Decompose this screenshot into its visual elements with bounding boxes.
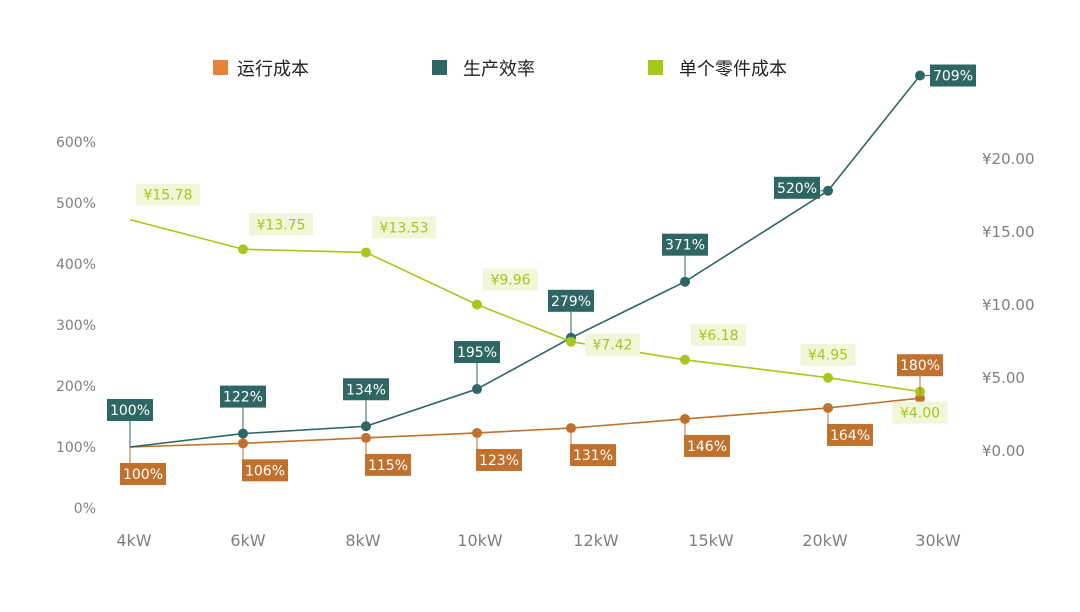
data-label-box xyxy=(136,183,200,206)
x-axis-tick-label: 20kW xyxy=(802,531,848,550)
data-label-box xyxy=(774,176,820,199)
right-axis-tick-label: ¥5.00 xyxy=(982,369,1025,387)
x-axis-tick-label: 12kW xyxy=(573,531,619,550)
x-axis-tick-label: 30kW xyxy=(915,531,961,550)
data-point xyxy=(680,354,690,365)
data-label: 131% xyxy=(573,448,613,464)
data-label: ¥7.42 xyxy=(592,338,632,354)
data-label: ¥6.18 xyxy=(698,328,738,344)
x-axis-tick-label: 4kW xyxy=(116,531,151,550)
data-label-box xyxy=(476,448,522,471)
data-label-box xyxy=(365,453,411,476)
data-label-box xyxy=(897,354,943,377)
data-label: ¥13.53 xyxy=(380,220,429,236)
data-label-box xyxy=(892,401,948,424)
left-axis-tick-label: 0% xyxy=(74,501,96,517)
data-label-box xyxy=(249,213,313,236)
data-label-box xyxy=(372,216,436,239)
series-line xyxy=(129,75,921,448)
x-axis-tick-label: 10kW xyxy=(457,531,503,550)
data-label-box xyxy=(548,289,594,312)
data-label-box xyxy=(120,463,166,485)
data-point xyxy=(472,299,482,310)
left-axis-tick-label: 300% xyxy=(56,318,96,334)
x-axis-tick-label: 6kW xyxy=(230,531,265,550)
legend-label: 单个零件成本 xyxy=(679,59,787,80)
data-label: 180% xyxy=(900,358,940,374)
data-label-box xyxy=(242,459,288,482)
data-label: 164% xyxy=(830,428,870,444)
left-axis-tick-label: 100% xyxy=(56,440,96,456)
right-axis-tick-label: ¥0.00 xyxy=(982,442,1025,460)
data-point xyxy=(361,247,371,258)
data-label: 115% xyxy=(368,458,408,474)
legend-label: 生产效率 xyxy=(463,59,535,80)
data-label-box xyxy=(930,64,976,87)
data-label: ¥15.78 xyxy=(144,188,193,204)
x-axis-tick-label: 15kW xyxy=(688,531,734,550)
data-label: ¥9.96 xyxy=(490,273,530,289)
data-point xyxy=(566,336,576,347)
data-label: ¥4.00 xyxy=(900,406,940,422)
data-labels: 100% 106% 115% 123% 131% 146% 164% 180% 100% 122%… xyxy=(107,64,976,485)
data-label: 106% xyxy=(245,463,285,479)
series-line xyxy=(129,397,921,448)
data-label-box xyxy=(343,378,389,401)
right-axis-tick-label: ¥20.00 xyxy=(982,150,1035,168)
data-label: 146% xyxy=(687,439,727,455)
data-label: 371% xyxy=(665,238,705,254)
data-label: 520% xyxy=(777,181,817,197)
left-axis-tick-label: 400% xyxy=(56,257,96,273)
axes: 0% 100% 200% 300% 400% 500% 600% ¥0.00 ¥5.00 ¥10.… xyxy=(56,135,1035,550)
data-label: 122% xyxy=(223,390,263,406)
data-label: 709% xyxy=(933,69,973,85)
data-label-box xyxy=(107,399,153,421)
data-label-box xyxy=(220,385,266,408)
data-label-box xyxy=(454,341,500,364)
right-axis-tick-label: ¥10.00 xyxy=(982,296,1035,314)
data-label-box xyxy=(483,268,538,291)
legend-swatch xyxy=(213,60,228,75)
data-point xyxy=(823,372,833,383)
data-label: 134% xyxy=(346,382,386,398)
data-label-box xyxy=(570,444,616,467)
data-label: ¥13.75 xyxy=(257,217,306,233)
right-axis-tick-label: ¥15.00 xyxy=(982,223,1035,241)
data-label-box xyxy=(662,233,708,256)
data-label-box xyxy=(800,343,856,366)
left-axis-tick-label: 600% xyxy=(56,135,96,151)
data-label: 100% xyxy=(110,403,150,419)
legend-swatch xyxy=(648,60,663,75)
x-axis-tick-label: 8kW xyxy=(345,531,380,550)
data-label: 100% xyxy=(123,467,163,483)
legend: 运行成本 生产效率 单个零件成本 xyxy=(213,59,787,80)
series-line xyxy=(129,218,921,393)
left-axis-tick-label: 500% xyxy=(56,196,96,212)
data-label: ¥4.95 xyxy=(808,348,848,364)
left-axis-tick-label: 200% xyxy=(56,379,96,395)
data-label-box xyxy=(684,434,730,457)
data-label: 123% xyxy=(479,453,519,469)
data-label-box xyxy=(585,333,640,356)
data-point xyxy=(238,244,248,255)
data-label: 195% xyxy=(457,345,497,361)
data-label: 279% xyxy=(551,294,591,310)
legend-label: 运行成本 xyxy=(237,59,309,80)
legend-swatch xyxy=(432,60,447,75)
data-label-box xyxy=(827,423,873,446)
data-label-box xyxy=(691,323,746,346)
